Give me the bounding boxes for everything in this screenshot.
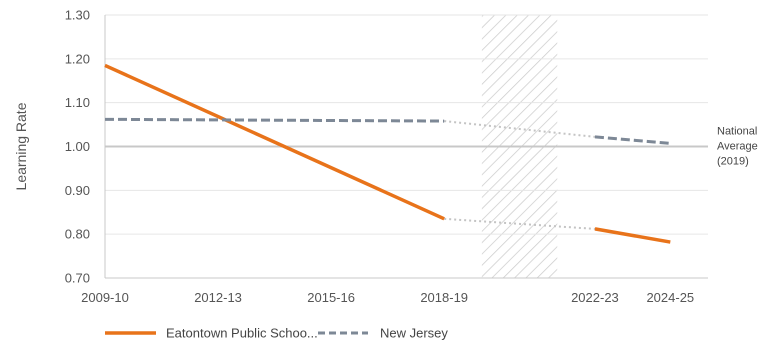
- series-1-line-pre: [104, 117, 445, 123]
- y-tick-label: 1.10: [65, 95, 90, 110]
- series-0-gap-connector: [444, 217, 596, 230]
- x-tick-label: 2015-16: [307, 290, 355, 305]
- series-0-line-post: [594, 227, 671, 244]
- y-tick-label: 0.90: [65, 183, 90, 198]
- series-0-line-pre: [104, 63, 445, 221]
- x-tick-label: 2009-10: [81, 290, 129, 305]
- reference-label-line: Average: [717, 141, 758, 153]
- x-tick-label: 2012-13: [194, 290, 242, 305]
- y-tick-label: 0.80: [65, 227, 90, 242]
- y-tick-label: 0.70: [65, 271, 90, 286]
- series-1-line-post: [594, 135, 671, 145]
- y-axis-title: Learning Rate: [13, 102, 29, 190]
- legend-label-new-jersey: New Jersey: [380, 326, 448, 341]
- x-tick-label: 2022-23: [571, 290, 619, 305]
- reference-label-line: (2019): [717, 156, 749, 168]
- legend-label-eatontown: Eatontown Public Schoo...: [166, 326, 318, 341]
- y-tick-label: 1.00: [65, 139, 90, 154]
- y-tick-label: 1.20: [65, 51, 90, 66]
- series-1-gap-connector: [444, 120, 596, 138]
- y-tick-label: 1.30: [65, 8, 90, 23]
- x-tick-label: 2018-19: [420, 290, 468, 305]
- reference-label-line: National: [717, 126, 757, 138]
- x-tick-label: 2024-25: [646, 290, 694, 305]
